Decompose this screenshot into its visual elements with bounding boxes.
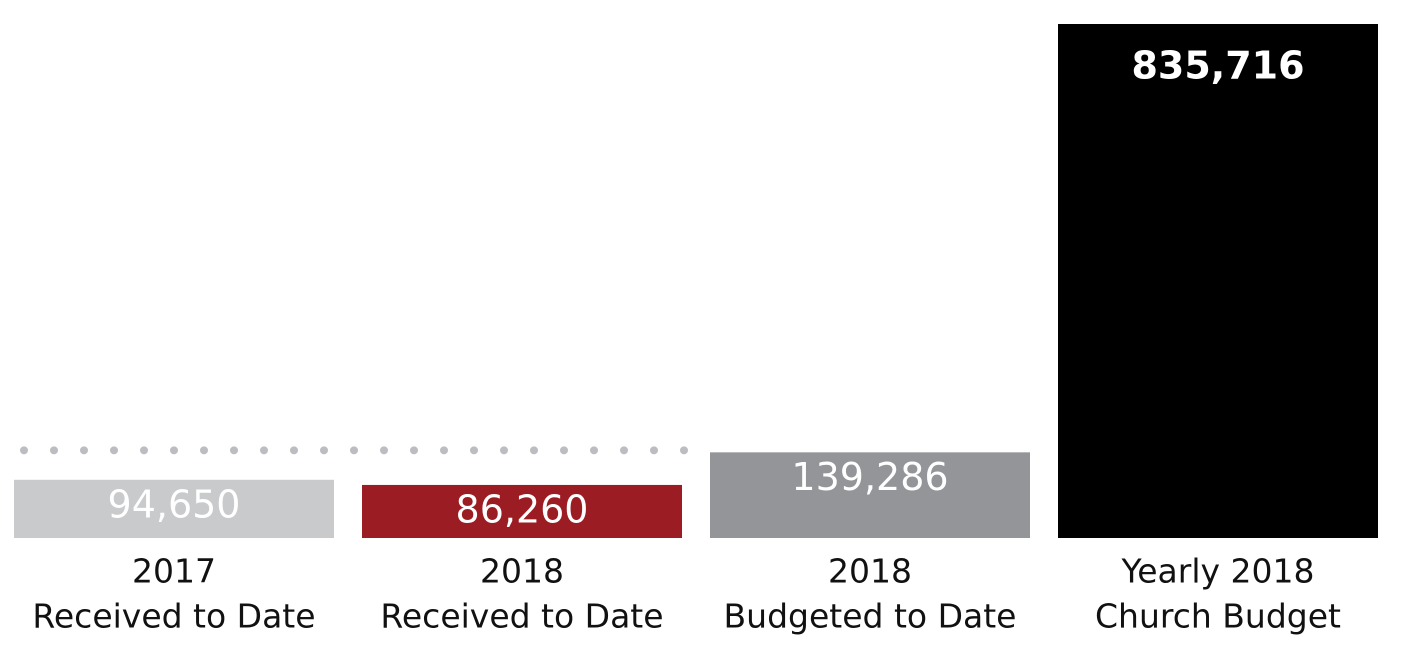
value-label: 94,650	[108, 482, 241, 526]
value-label: 835,716	[1131, 44, 1304, 88]
bar	[710, 452, 1030, 538]
category-label: 2018	[480, 552, 564, 591]
value-label: 86,260	[456, 487, 589, 531]
bar	[14, 479, 334, 538]
category-label: 2018	[828, 552, 912, 591]
category-label: 2017	[132, 552, 216, 591]
category-label: Received to Date	[32, 597, 315, 636]
category-label: Yearly 2018	[1120, 552, 1314, 591]
value-label: 139,286	[791, 455, 948, 499]
category-label: Church Budget	[1095, 597, 1341, 636]
bar	[362, 484, 682, 538]
category-label: Budgeted to Date	[724, 597, 1017, 636]
bar	[1058, 24, 1378, 538]
category-label: Received to Date	[380, 597, 663, 636]
